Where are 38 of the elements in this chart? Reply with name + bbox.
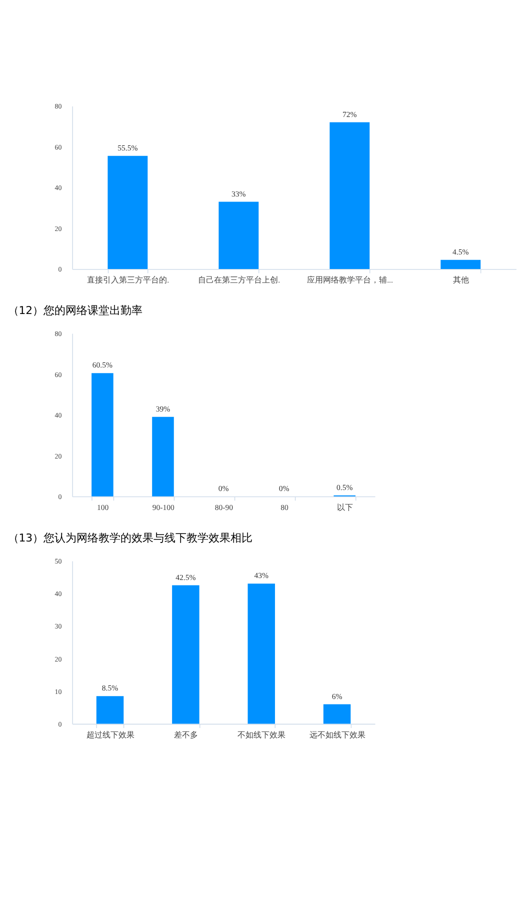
x-tick-label: 80-90 [214,502,234,512]
data-label: 0.5% [336,482,354,492]
data-label: 42.5% [176,572,196,582]
x-tick-label: 超过线下效果 [86,730,134,740]
x-tick-label: 以下 [336,502,353,512]
data-label: 60.5% [92,360,113,370]
data-label: 55.5% [118,143,138,152]
data-label: 0% [218,484,230,493]
bar [152,416,174,496]
bar [108,156,148,269]
x-tick-label: 应用网络教学平台，辅... [307,276,393,285]
bar [248,584,275,724]
bar [323,704,351,724]
data-label: 0% [278,484,290,493]
chart-title: （12）您的网络课堂出勤率 [8,304,143,317]
bar [330,122,370,269]
x-tick-label: 其他 [453,276,470,285]
x-tick-label: 直接引入第三方平台的. [87,276,170,285]
data-label: 43% [254,571,269,580]
data-label: 8.5% [102,684,119,693]
bar [96,696,124,724]
x-tick-label: 90-100 [152,502,174,512]
bar [172,585,200,724]
data-label: 39% [156,404,171,414]
data-label: 6% [332,692,343,701]
x-tick-label: 远不如线下效果 [309,730,366,740]
bar [218,202,259,269]
bar [440,260,481,269]
x-tick-label: 100 [97,502,109,512]
x-tick-label: 不如线下效果 [238,730,286,740]
data-label: 33% [232,189,246,198]
x-tick-label: 自己在第三方平台上创. [198,276,280,285]
data-label: 72% [342,110,358,119]
chart-title: （13）您认为网络教学的效果与线下教学效果相比 [8,531,253,544]
bar [92,373,114,496]
data-label: 4.5% [452,247,470,256]
x-tick-label: 差不多 [174,730,198,740]
x-tick-label: 80 [280,502,288,512]
